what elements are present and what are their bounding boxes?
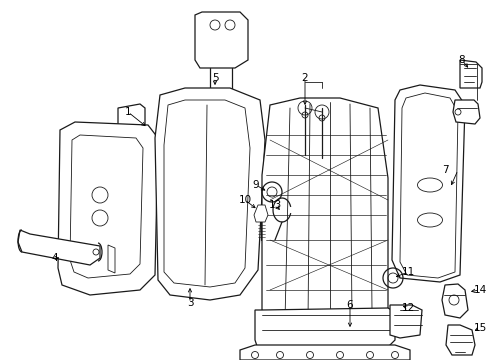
Text: 15: 15 xyxy=(473,323,487,333)
Text: 11: 11 xyxy=(401,267,415,277)
Polygon shape xyxy=(400,93,458,278)
Polygon shape xyxy=(392,85,465,282)
Polygon shape xyxy=(108,245,115,273)
Text: 4: 4 xyxy=(51,253,58,263)
Text: 12: 12 xyxy=(401,303,415,313)
Polygon shape xyxy=(453,100,480,124)
Polygon shape xyxy=(58,122,158,295)
Polygon shape xyxy=(164,100,250,287)
Text: 5: 5 xyxy=(212,73,219,83)
Text: 9: 9 xyxy=(253,180,259,190)
Text: 2: 2 xyxy=(302,73,308,83)
Polygon shape xyxy=(442,284,468,318)
Polygon shape xyxy=(390,305,422,338)
Polygon shape xyxy=(255,308,395,355)
Text: 3: 3 xyxy=(187,298,194,308)
Polygon shape xyxy=(254,205,268,222)
Polygon shape xyxy=(240,345,410,360)
Text: 14: 14 xyxy=(473,285,487,295)
Polygon shape xyxy=(18,230,100,265)
Polygon shape xyxy=(70,135,143,278)
Polygon shape xyxy=(118,104,145,134)
Polygon shape xyxy=(262,98,388,325)
Polygon shape xyxy=(460,60,482,88)
Text: 10: 10 xyxy=(239,195,251,205)
Text: 1: 1 xyxy=(124,107,131,117)
Polygon shape xyxy=(446,325,475,355)
Polygon shape xyxy=(155,88,265,300)
Text: 8: 8 xyxy=(459,55,466,65)
Text: 7: 7 xyxy=(441,165,448,175)
Text: 6: 6 xyxy=(347,300,353,310)
Text: 13: 13 xyxy=(269,200,282,210)
Polygon shape xyxy=(195,12,248,68)
